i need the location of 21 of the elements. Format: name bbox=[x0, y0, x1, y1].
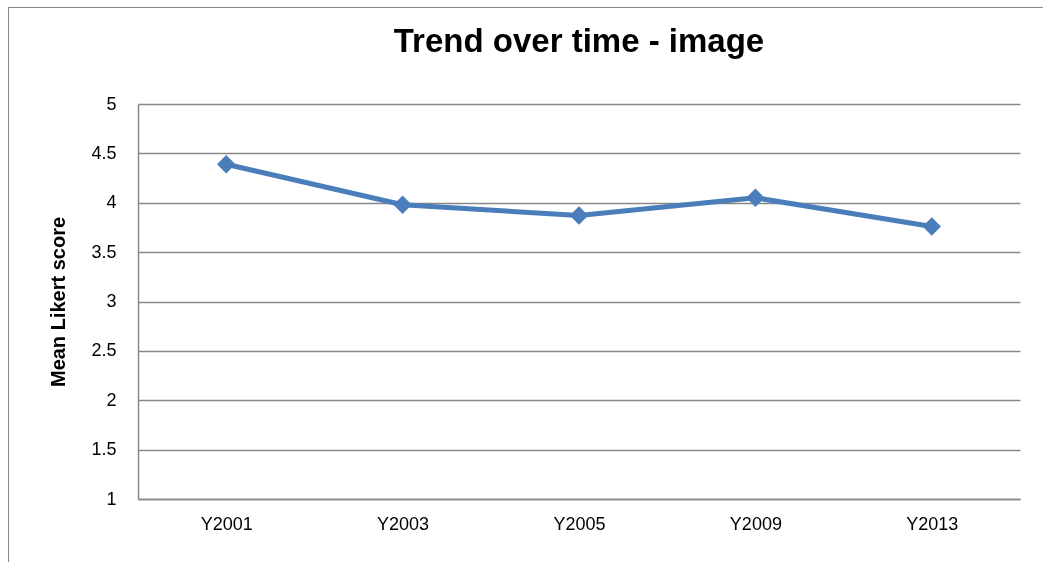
point bbox=[393, 195, 412, 214]
x-tick-label: Y2005 bbox=[553, 513, 606, 534]
y-tick-label: 4 bbox=[106, 192, 117, 213]
y-tick-label: 4.5 bbox=[91, 142, 117, 163]
y-tick-label: 2.5 bbox=[91, 340, 117, 361]
y-tick-label: 1.5 bbox=[91, 439, 117, 460]
y-tick-label: 5 bbox=[106, 93, 117, 114]
y-tick-label: 1 bbox=[106, 488, 117, 509]
point bbox=[216, 155, 236, 174]
point bbox=[922, 217, 942, 236]
chart-title: Trend over time - image bbox=[393, 22, 765, 59]
y-tick-label: 2 bbox=[106, 389, 117, 410]
y-axis-title: Mean Likert score bbox=[47, 216, 70, 388]
point bbox=[569, 206, 589, 225]
y-tick-label: 3.5 bbox=[91, 241, 117, 262]
point bbox=[746, 188, 765, 208]
x-tick-label: Y2003 bbox=[377, 513, 430, 534]
y-tick-label: 3 bbox=[106, 291, 117, 311]
x-tick-label: Y2009 bbox=[729, 513, 782, 534]
x-tick-label: Y2013 bbox=[906, 513, 959, 534]
x-tick-label: Y2001 bbox=[200, 513, 253, 534]
